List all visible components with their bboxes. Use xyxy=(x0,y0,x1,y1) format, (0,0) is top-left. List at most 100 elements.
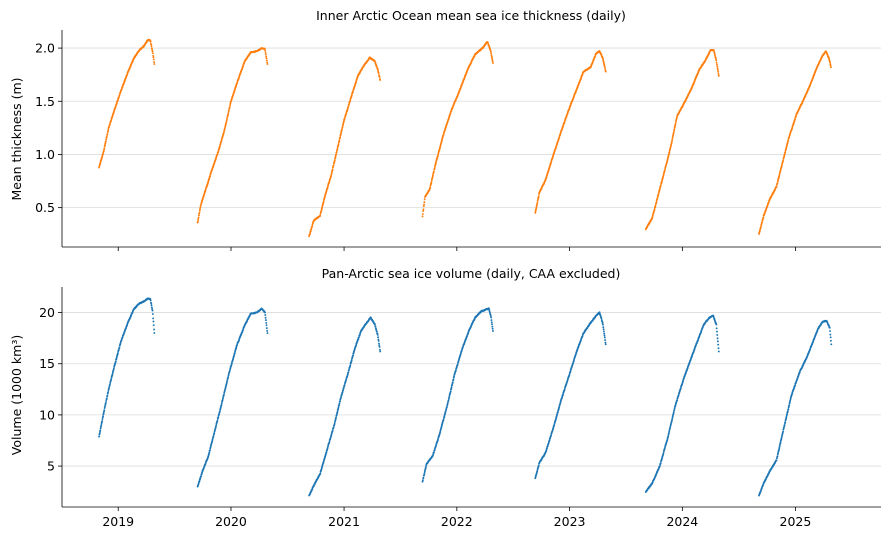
volume-data-point xyxy=(456,363,459,365)
volume-y-tick-label: 10 xyxy=(39,407,55,422)
volume-data-point xyxy=(679,387,682,390)
volume-data-point xyxy=(672,411,675,414)
volume-data-point xyxy=(109,382,112,384)
thickness-data-point xyxy=(337,143,340,146)
volume-season-series xyxy=(758,319,833,497)
thickness-data-point xyxy=(330,172,333,174)
volume-data-point xyxy=(489,315,492,317)
thickness-season-series xyxy=(196,47,269,224)
volume-data-point xyxy=(716,333,719,336)
thickness-season-series xyxy=(534,49,607,214)
volume-data-point xyxy=(102,415,105,418)
volume-data-point xyxy=(488,310,491,313)
volume-data-point xyxy=(460,349,463,352)
thickness-data-point xyxy=(433,165,436,168)
volume-data-point xyxy=(328,441,331,444)
volume-data-point xyxy=(150,304,153,307)
thickness-data-point xyxy=(717,70,720,73)
volume-data-point xyxy=(778,446,781,449)
thickness-data-point xyxy=(322,200,325,203)
volume-data-point xyxy=(658,465,661,468)
volume-data-point xyxy=(550,434,552,437)
thickness-data-point xyxy=(352,90,354,93)
thickness-data-point xyxy=(604,67,607,70)
thickness-data-point xyxy=(604,70,607,73)
thickness-data-point xyxy=(466,70,468,73)
thickness-data-point xyxy=(197,218,200,221)
thickness-data-point xyxy=(152,54,155,57)
volume-data-point xyxy=(432,453,434,456)
volume-data-point xyxy=(600,317,603,320)
volume-data-point xyxy=(444,410,447,413)
volume-x-tick-label: 2025 xyxy=(780,514,812,529)
thickness-data-point xyxy=(150,45,153,48)
thickness-data-point xyxy=(104,140,107,143)
thickness-data-point xyxy=(429,186,432,189)
volume-data-point xyxy=(264,319,267,322)
thickness-ylabel: Mean thickness (m) xyxy=(9,78,24,201)
volume-data-point xyxy=(349,364,352,367)
thickness-data-point xyxy=(265,55,268,58)
thickness-data-point xyxy=(669,144,672,147)
thickness-data-point xyxy=(713,53,716,56)
thickness-data-point xyxy=(536,202,539,205)
volume-data-point xyxy=(343,384,346,386)
thickness-data-point xyxy=(673,128,676,131)
thickness-data-point xyxy=(330,173,333,176)
thickness-data-point xyxy=(103,144,106,147)
thickness-data-point xyxy=(223,127,226,130)
volume-data-point xyxy=(322,460,325,463)
thickness-data-point xyxy=(449,112,452,114)
thickness-data-point xyxy=(319,214,322,217)
volume-data-point xyxy=(778,445,781,448)
volume-data-point xyxy=(449,390,452,393)
thickness-data-point xyxy=(112,110,115,113)
thickness-data-point xyxy=(229,104,232,107)
thickness-data-point xyxy=(423,201,426,204)
volume-data-point xyxy=(488,307,490,310)
volume-data-point xyxy=(348,368,350,371)
thickness-data-point xyxy=(338,139,341,142)
thickness-data-point xyxy=(98,166,101,169)
thickness-data-point xyxy=(101,156,104,158)
thickness-data-point xyxy=(558,135,561,138)
thickness-data-point xyxy=(227,112,230,115)
thickness-data-point xyxy=(536,199,539,202)
volume-data-point xyxy=(222,393,225,396)
volume-data-point xyxy=(536,469,539,472)
thickness-data-point xyxy=(265,57,268,60)
volume-data-point xyxy=(491,325,494,328)
thickness-data-point xyxy=(535,207,538,210)
volume-data-point xyxy=(265,327,268,330)
volume-data-point xyxy=(574,353,577,356)
thickness-data-point xyxy=(328,181,331,184)
volume-data-point xyxy=(152,320,155,323)
volume-data-point xyxy=(107,391,109,394)
thickness-data-point xyxy=(331,168,334,171)
volume-data-point xyxy=(785,417,788,420)
volume-data-point xyxy=(661,457,663,460)
thickness-data-point xyxy=(218,145,221,148)
thickness-data-point xyxy=(655,201,658,204)
volume-data-point xyxy=(604,341,607,344)
volume-y-tick-label: 5 xyxy=(47,459,55,474)
thickness-data-point xyxy=(342,120,345,123)
volume-data-point xyxy=(266,332,269,334)
thickness-data-point xyxy=(653,208,656,211)
thickness-data-point xyxy=(118,94,121,97)
thickness-data-point xyxy=(197,216,200,219)
volume-data-point xyxy=(716,337,719,340)
thickness-data-point xyxy=(104,142,107,145)
thickness-data-point xyxy=(349,99,352,102)
thickness-data-point xyxy=(491,60,494,63)
volume-data-point xyxy=(101,420,104,423)
thickness-data-point xyxy=(224,124,227,127)
thickness-data-point xyxy=(197,214,200,217)
volume-data-point xyxy=(104,402,107,404)
volume-data-point xyxy=(671,418,674,421)
thickness-data-point xyxy=(422,205,425,208)
thickness-data-point xyxy=(355,80,358,83)
volume-data-point xyxy=(448,396,451,399)
volume-data-point xyxy=(602,323,604,326)
volume-data-point xyxy=(556,411,559,414)
